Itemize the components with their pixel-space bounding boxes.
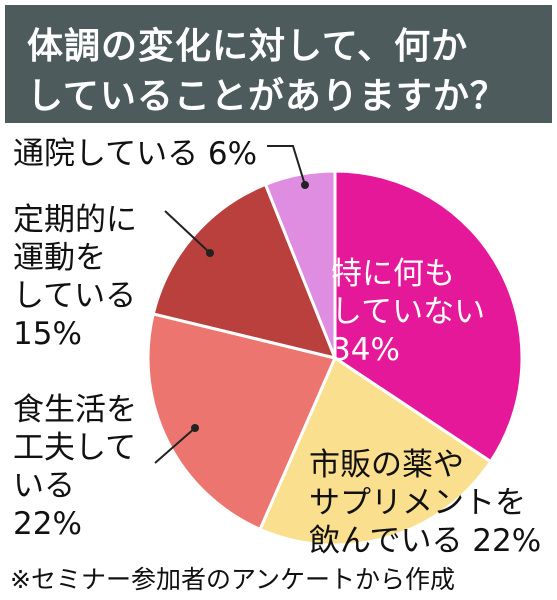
label-nothing: 特に何も していない 34% — [331, 255, 485, 369]
label-diet-line: 食生活を — [13, 392, 137, 428]
label-medicine: 市販の薬や サプリメントを 飲んでいる 22% — [309, 446, 541, 560]
label-diet-line: いる — [13, 468, 75, 504]
title-line-1: 体調の変化に対して、何か — [27, 26, 469, 67]
slice-diet — [146, 312, 338, 532]
leader-exercise — [164, 210, 211, 254]
leader-hospital — [267, 145, 306, 186]
pie-chart — [146, 145, 524, 547]
label-exercise-line: している — [13, 278, 137, 314]
leader-diet — [154, 427, 196, 464]
slice-exercise — [151, 182, 338, 361]
label-medicine-line: サプリメントを — [309, 485, 526, 521]
slice-medicine — [258, 355, 493, 547]
leader-diet-dot — [191, 424, 199, 432]
label-exercise-line: 運動を — [13, 240, 106, 276]
label-exercise-line: 定期的に — [13, 202, 137, 238]
label-exercise-line: 15% — [13, 316, 82, 352]
label-diet-line: 22% — [13, 506, 82, 542]
label-nothing-line: 特に何も — [331, 256, 455, 292]
title-line-2: していることがありますか？ — [27, 76, 507, 117]
label-exercise: 定期的に 運動を している 15% — [13, 201, 137, 353]
label-nothing-line: していない — [331, 294, 486, 330]
label-hospital: 通院している 6% — [13, 135, 257, 173]
label-medicine-line: 市販の薬や — [309, 447, 464, 483]
chart-area: 特に何も していない 34% 市販の薬や サプリメントを 飲んでいる 22% 食… — [5, 123, 552, 563]
slice-hospital — [263, 169, 337, 359]
label-diet: 食生活を 工夫して いる 22% — [13, 391, 137, 543]
label-hospital-line: 通院している 6% — [13, 136, 258, 172]
source-note: ※セミナー参加者のアンケートから作成 — [10, 565, 455, 594]
leader-exercise-dot — [206, 249, 214, 257]
label-diet-line: 工夫して — [13, 430, 137, 466]
title-banner: 体調の変化に対して、何か していることがありますか？ — [5, 5, 552, 123]
leader-hospital-dot — [301, 181, 309, 189]
label-nothing-line: 34% — [331, 332, 400, 368]
label-medicine-line: 飲んでいる 22% — [309, 523, 542, 559]
